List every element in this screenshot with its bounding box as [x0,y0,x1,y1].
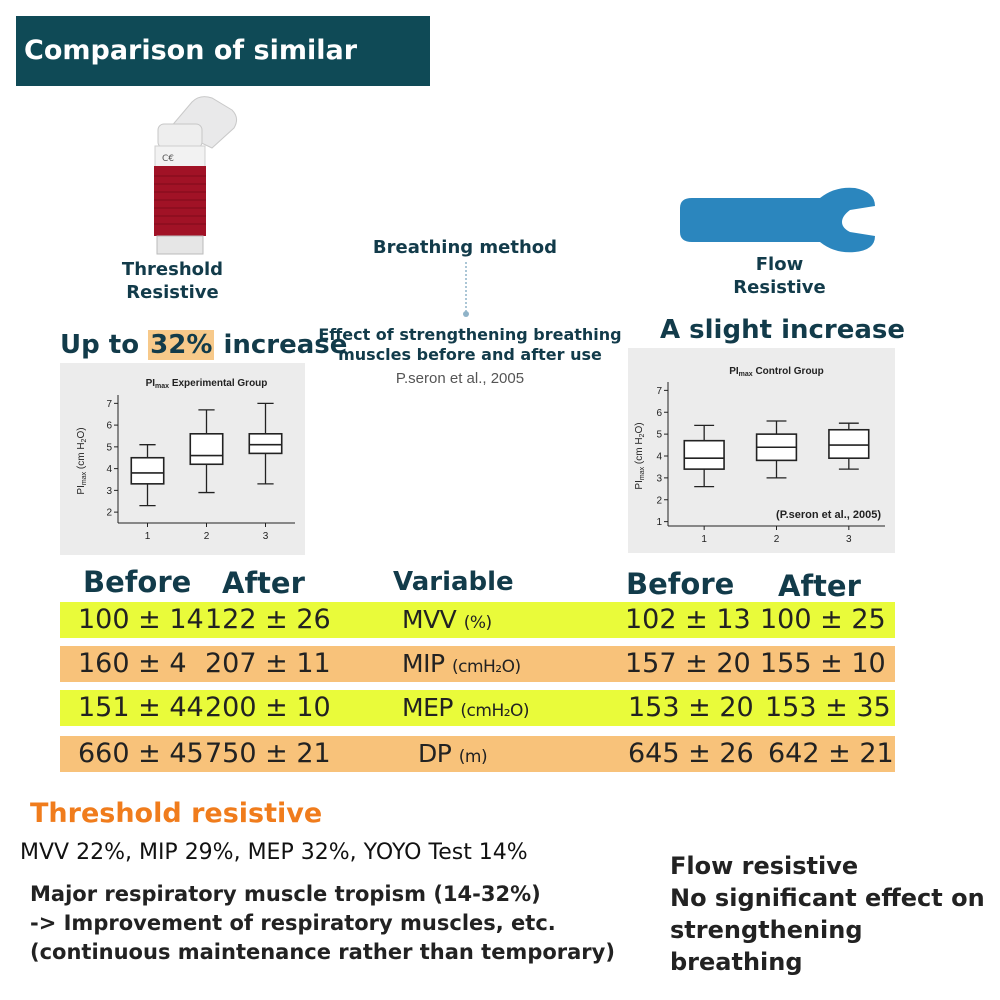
chart-title: PImax Experimental Group [146,378,268,390]
cell-variable: MEP (cmH₂O) [402,693,530,722]
threshold-stats: MVV 22%, MIP 29%, MEP 32%, YOYO Test 14% [20,840,528,865]
header-before-right: Before [626,567,735,601]
breathing-method-label: Breathing method [372,237,558,258]
cell-after-right: 100 ± 25 [760,604,886,635]
left-headline: Up to 32% increase [60,330,348,360]
control-chart: PImax Control Group 1 2 3 4 5 6 7 PImax (cm H2O)… [628,348,895,553]
threshold-summary-title: Threshold resistive [30,798,323,829]
y-axis-label: PImax (cm H2O) [76,427,88,494]
box [828,428,870,459]
flow-device-image [680,187,875,253]
cell-after-left: 750 ± 21 [205,738,331,769]
chart-title: PImax Control Group [729,366,824,378]
table-row: 160 ± 4 207 ± 11 MIP (cmH₂O) 157 ± 20 15… [60,646,895,682]
headline-highlight: 32% [148,330,215,360]
y-tick-label: 6 [106,421,112,432]
cell-after-left: 122 ± 26 [205,604,331,635]
y-tick-label: 6 [656,408,662,419]
box [248,433,283,455]
experimental-chart-svg: PImax Experimental Group 2 3 4 5 6 7 PImax (cm … [76,378,295,542]
cell-after-left: 200 ± 10 [205,692,331,723]
threshold-label: Threshold Resistive [121,259,224,303]
cell-variable: MIP (cmH₂O) [402,649,521,678]
y-tick-label: 5 [106,442,112,453]
header-after-left: After [222,566,305,600]
cell-before-left: 151 ± 44 [78,692,204,723]
threshold-conclusion: Major respiratory muscle tropism (14-32%… [30,882,615,964]
svg-text:C€: C€ [162,154,174,164]
y-tick-label: 4 [106,464,112,475]
y-tick-label: 7 [106,399,112,410]
header-before-left: Before [83,565,192,599]
y-tick-label: 3 [106,486,112,497]
control-chart-svg: PImax Control Group 1 2 3 4 5 6 7 PImax (cm H2O)… [634,366,885,545]
cell-after-right: 155 ± 10 [760,648,886,679]
header-after-right: After [778,569,861,603]
flow-conclusion: Flow resistive No significant effect on … [670,852,985,976]
cell-before-right: 153 ± 20 [628,692,754,723]
cell-before-right: 645 ± 26 [628,738,754,769]
header-variable: Variable [393,567,514,597]
cell-variable: MVV (%) [402,605,492,634]
right-headline: A slight increase [660,315,906,345]
cell-before-left: 160 ± 4 [78,648,187,679]
page-title: Comparison of similar products [16,16,430,136]
y-tick-label: 1 [656,517,662,528]
y-tick-label: 4 [656,452,662,463]
experimental-chart: PImax Experimental Group 2 3 4 5 6 7 PImax (cm … [60,363,305,555]
cell-before-right: 157 ± 20 [625,648,751,679]
y-tick-label: 5 [656,430,662,441]
cell-after-right: 642 ± 21 [768,738,894,769]
y-axis-label: PImax (cm H2O) [634,422,646,489]
box [683,439,725,470]
x-tick-label: 2 [774,534,780,545]
table-row: 151 ± 44 200 ± 10 MEP (cmH₂O) 153 ± 20 1… [60,690,895,726]
table-row: 100 ± 14 122 ± 26 MVV (%) 102 ± 13 100 ±… [60,602,895,638]
x-tick-label: 3 [846,534,852,545]
box [189,433,224,466]
effect-description: Effect of strengthening breathing muscle… [318,325,622,364]
x-tick-label: 3 [263,531,269,542]
box [130,456,165,485]
y-tick-label: 2 [656,495,662,506]
cell-after-left: 207 ± 11 [205,648,331,679]
cell-before-left: 100 ± 14 [78,604,204,635]
x-tick-label: 2 [204,531,210,542]
threshold-device-image: C€ [154,96,238,255]
chart-annotation: (P.seron et al., 2005) [776,509,881,521]
table-row: 660 ± 45 750 ± 21 DP (m) 645 ± 26 642 ± … [60,736,895,772]
citation: P.seron et al., 2005 [395,370,525,387]
cell-before-left: 660 ± 45 [78,738,204,769]
y-tick-label: 3 [656,473,662,484]
y-tick-label: 2 [106,508,112,519]
x-tick-label: 1 [145,531,151,542]
cell-after-right: 153 ± 35 [765,692,891,723]
connector-line [463,262,469,317]
x-tick-label: 1 [701,534,707,545]
cell-variable: DP (m) [418,739,488,768]
flow-label: Flow Resistive [733,254,826,298]
cell-before-right: 102 ± 13 [625,604,751,635]
y-tick-label: 7 [656,386,662,397]
